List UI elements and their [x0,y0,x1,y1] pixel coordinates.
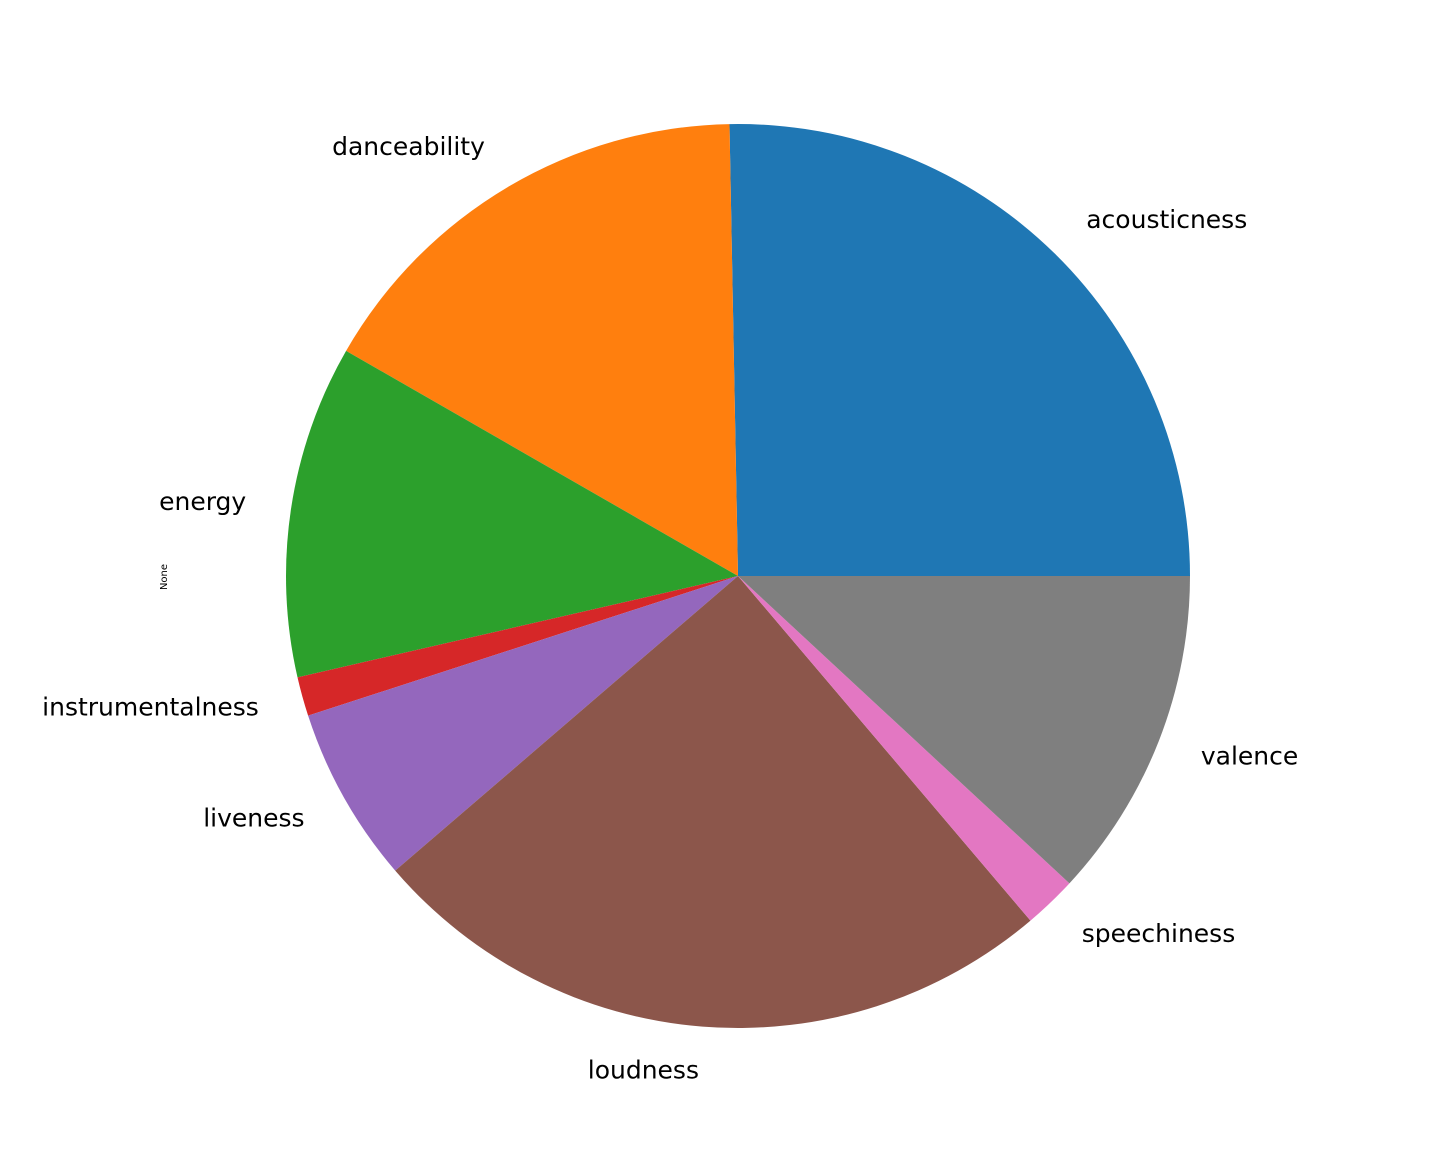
pie-slice-speechiness [738,576,1070,921]
pie-label-valence: valence [1201,742,1298,771]
pie-label-acousticness: acousticness [1086,205,1247,234]
pie-slice-instrumentalness [297,576,738,716]
pie-label-liveness: liveness [203,804,304,833]
y-axis-label: None [159,564,170,590]
pie-slice-liveness [308,576,738,871]
pie-label-danceability: danceability [332,132,485,161]
pie-labels: acousticness danceability energy instrument… [42,132,1298,1085]
pie-label-instrumentalness: instrumentalness [42,693,259,722]
pie-slice-acousticness [729,124,1190,577]
pie-slice-energy [286,350,738,678]
pie-label-loudness: loudness [588,1056,699,1085]
pie-slices [286,124,1190,1028]
pie-label-energy: energy [159,487,246,516]
pie-slice-loudness [395,576,1031,1028]
pie-slice-valence [738,576,1190,884]
pie-slice-danceability [346,124,738,577]
pie-label-speechiness: speechiness [1082,919,1235,948]
